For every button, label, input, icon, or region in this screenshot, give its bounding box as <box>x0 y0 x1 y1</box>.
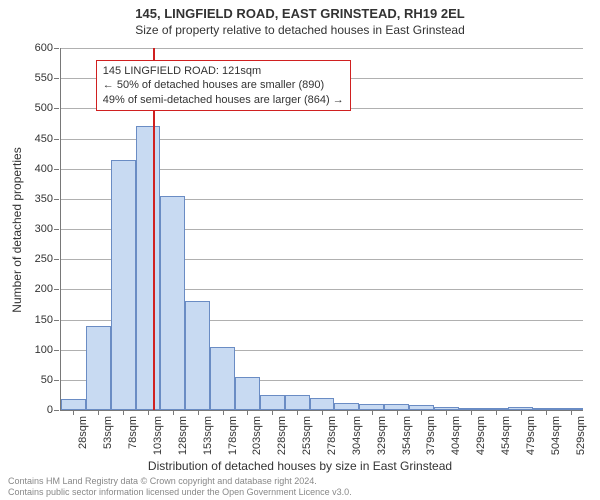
info-box: 145 LINGFIELD ROAD: 121sqm← 50% of detac… <box>96 60 351 111</box>
y-tick <box>54 169 59 170</box>
x-tick-label: 128sqm <box>177 416 189 455</box>
y-axis-title: Number of detached properties <box>10 147 24 312</box>
info-box-line: 49% of semi-detached houses are larger (… <box>103 93 344 107</box>
info-box-line: 145 LINGFIELD ROAD: 121sqm <box>103 64 344 78</box>
y-tick-label: 600 <box>35 42 53 54</box>
x-tick <box>297 410 298 415</box>
y-tick <box>54 350 59 351</box>
x-tick-label: 529sqm <box>575 416 587 455</box>
bar <box>86 326 111 410</box>
x-tick-label: 429sqm <box>475 416 487 455</box>
chart-plot-area: 05010015020025030035040045050055060028sq… <box>60 48 583 411</box>
x-tick <box>247 410 248 415</box>
bar <box>260 395 285 410</box>
y-tick-label: 350 <box>35 193 53 205</box>
x-tick <box>546 410 547 415</box>
y-tick-label: 300 <box>35 223 53 235</box>
x-tick <box>123 410 124 415</box>
y-tick-label: 50 <box>41 374 53 386</box>
bar <box>334 403 359 410</box>
x-tick-label: 203sqm <box>251 416 263 455</box>
x-tick <box>372 410 373 415</box>
x-tick-label: 504sqm <box>550 416 562 455</box>
y-tick-label: 550 <box>35 72 53 84</box>
x-tick-label: 153sqm <box>202 416 214 455</box>
x-tick <box>173 410 174 415</box>
bar <box>111 160 136 410</box>
x-tick-label: 78sqm <box>127 416 139 449</box>
chart-title: 145, LINGFIELD ROAD, EAST GRINSTEAD, RH1… <box>0 0 600 21</box>
chart-container: 145, LINGFIELD ROAD, EAST GRINSTEAD, RH1… <box>0 0 600 500</box>
footer-line-2: Contains public sector information licen… <box>8 487 352 498</box>
x-tick-label: 228sqm <box>276 416 288 455</box>
footer-line-1: Contains HM Land Registry data © Crown c… <box>8 476 352 487</box>
chart-subtitle: Size of property relative to detached ho… <box>0 21 600 37</box>
x-tick <box>397 410 398 415</box>
bar <box>136 126 161 410</box>
y-tick-label: 200 <box>35 283 53 295</box>
y-tick-label: 400 <box>35 163 53 175</box>
x-tick <box>446 410 447 415</box>
x-tick-label: 454sqm <box>500 416 512 455</box>
x-tick-label: 28sqm <box>77 416 89 449</box>
y-tick-label: 100 <box>35 344 53 356</box>
y-tick <box>54 199 59 200</box>
x-tick <box>198 410 199 415</box>
x-tick-label: 178sqm <box>227 416 239 455</box>
x-tick <box>148 410 149 415</box>
y-tick <box>54 380 59 381</box>
x-tick-label: 304sqm <box>351 416 363 455</box>
info-box-line: ← 50% of detached houses are smaller (89… <box>103 78 344 92</box>
y-tick-label: 150 <box>35 314 53 326</box>
bar <box>235 377 260 410</box>
x-tick <box>421 410 422 415</box>
y-tick-label: 450 <box>35 133 53 145</box>
bar <box>310 398 335 410</box>
y-tick <box>54 320 59 321</box>
y-tick <box>54 410 59 411</box>
x-tick-label: 379sqm <box>425 416 437 455</box>
x-tick-label: 53sqm <box>102 416 114 449</box>
y-tick <box>54 229 59 230</box>
y-tick-label: 0 <box>47 404 53 416</box>
bar <box>210 347 235 410</box>
bar <box>61 399 86 410</box>
y-tick <box>54 139 59 140</box>
y-tick <box>54 108 59 109</box>
x-tick <box>322 410 323 415</box>
x-tick-label: 253sqm <box>301 416 313 455</box>
y-tick <box>54 78 59 79</box>
x-tick <box>73 410 74 415</box>
x-tick-label: 329sqm <box>376 416 388 455</box>
x-tick <box>571 410 572 415</box>
x-tick-label: 404sqm <box>450 416 462 455</box>
grid-line <box>61 48 583 49</box>
x-tick-label: 354sqm <box>401 416 413 455</box>
x-tick <box>496 410 497 415</box>
bar <box>160 196 185 410</box>
bar <box>185 301 210 410</box>
x-tick <box>471 410 472 415</box>
y-tick-label: 250 <box>35 253 53 265</box>
x-tick-label: 278sqm <box>326 416 338 455</box>
y-tick <box>54 48 59 49</box>
x-tick-label: 479sqm <box>525 416 537 455</box>
y-tick-label: 500 <box>35 102 53 114</box>
x-tick <box>521 410 522 415</box>
x-tick <box>347 410 348 415</box>
y-tick <box>54 289 59 290</box>
x-tick <box>272 410 273 415</box>
footer-attribution: Contains HM Land Registry data © Crown c… <box>8 476 352 498</box>
x-axis-title: Distribution of detached houses by size … <box>0 459 600 473</box>
x-tick <box>98 410 99 415</box>
y-tick <box>54 259 59 260</box>
bar <box>285 395 310 410</box>
x-tick <box>223 410 224 415</box>
x-tick-label: 103sqm <box>152 416 164 455</box>
